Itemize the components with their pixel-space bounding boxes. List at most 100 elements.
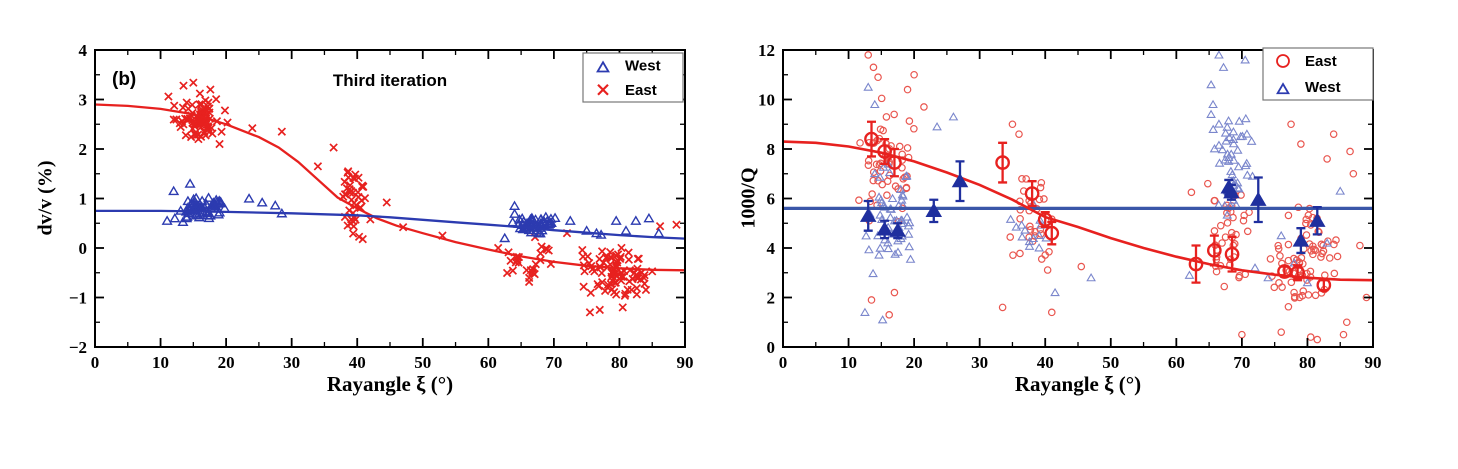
x-marker xyxy=(208,129,217,138)
circle-marker xyxy=(1287,278,1296,287)
x-tick-label: 30 xyxy=(283,353,300,372)
triangle-marker xyxy=(1214,119,1224,128)
circle-marker xyxy=(890,110,898,119)
triangle-marker xyxy=(1020,225,1030,234)
x-marker xyxy=(610,278,619,287)
circle-marker xyxy=(1276,54,1290,68)
triangle-marker xyxy=(1220,155,1231,164)
x-tick-label: 40 xyxy=(349,353,366,372)
triangle-marker xyxy=(925,202,943,217)
circle-marker xyxy=(1036,225,1045,234)
triangle-marker xyxy=(1240,113,1251,123)
tick-labels: 0 10 20 30 40 50 60 70 80 90 −2 −1 0 1 2 3 4 xyxy=(69,41,694,372)
circle-marker xyxy=(910,124,918,133)
circle-marker xyxy=(1330,269,1339,278)
fit-curve-east-fit xyxy=(94,103,686,272)
circle-marker xyxy=(1277,328,1286,336)
triangle-marker xyxy=(883,243,894,253)
circle-marker xyxy=(1290,288,1298,297)
x-marker xyxy=(632,283,642,293)
circle-marker xyxy=(1036,183,1045,192)
triangle-marker xyxy=(1242,129,1252,138)
triangle-marker xyxy=(903,221,914,230)
x-marker xyxy=(170,101,179,110)
triangle-marker xyxy=(864,244,874,254)
circle-marker xyxy=(1224,246,1240,262)
circle-marker xyxy=(1297,140,1305,148)
triangle-marker xyxy=(869,168,880,178)
panel-label: (b) xyxy=(112,69,137,90)
x-marker xyxy=(618,303,627,312)
x-marker xyxy=(617,272,626,282)
circle-marker xyxy=(1284,211,1293,220)
x-marker xyxy=(536,249,545,258)
triangle-marker xyxy=(859,207,877,222)
triangle-marker xyxy=(564,215,576,225)
triangle-marker xyxy=(1017,232,1027,241)
triangle-marker xyxy=(581,225,593,235)
triangle-marker xyxy=(168,185,180,196)
circle-marker xyxy=(1275,279,1283,287)
triangle-marker xyxy=(1184,270,1195,279)
circle-marker xyxy=(1243,227,1252,236)
triangle-marker xyxy=(509,208,521,218)
x-marker xyxy=(634,254,643,263)
triangle-marker xyxy=(875,210,886,219)
x-marker xyxy=(511,258,521,267)
x-marker xyxy=(632,290,642,299)
y-tick-label: 8 xyxy=(767,140,776,159)
x-marker xyxy=(586,288,595,298)
circle-marker xyxy=(1297,254,1306,262)
circle-marker xyxy=(864,51,873,59)
error-bar xyxy=(1191,244,1201,284)
triangle-marker xyxy=(896,195,907,204)
x-marker xyxy=(195,89,205,98)
circle-marker xyxy=(1299,287,1308,295)
x-marker xyxy=(197,99,206,109)
triangle-marker xyxy=(212,209,225,219)
triangle-marker xyxy=(904,241,915,251)
x-tick-label: 10 xyxy=(152,353,169,372)
y-tick-label: 10 xyxy=(758,91,775,110)
x-axis-label: Rayangle ξ (°) xyxy=(1014,372,1142,396)
circle-marker xyxy=(910,70,918,79)
circle-marker xyxy=(1324,237,1332,245)
triangle-marker xyxy=(1223,116,1234,125)
triangle-marker xyxy=(876,221,893,236)
circle-marker xyxy=(1330,240,1338,249)
x-tick-label: 70 xyxy=(545,353,562,372)
x-marker xyxy=(189,78,198,87)
x-marker xyxy=(182,98,191,107)
x-marker xyxy=(624,255,634,264)
x-marker xyxy=(607,253,616,262)
circle-marker xyxy=(1339,330,1348,339)
x-marker xyxy=(537,242,546,251)
circle-marker xyxy=(879,126,887,135)
x-marker xyxy=(194,117,203,126)
series-west xyxy=(860,50,1346,324)
x-marker xyxy=(597,83,609,96)
circle-marker xyxy=(1302,231,1311,239)
circle-marker xyxy=(1266,255,1275,263)
triangle-marker xyxy=(169,212,181,223)
circle-marker xyxy=(1216,221,1225,230)
circle-marker xyxy=(1276,252,1284,260)
triangle-marker xyxy=(876,197,887,207)
y-tick-label: 1 xyxy=(79,190,88,209)
circle-marker xyxy=(1274,244,1283,253)
x-marker xyxy=(623,285,632,294)
triangle-marker xyxy=(521,217,533,228)
triangle-marker xyxy=(1086,273,1096,282)
triangle-marker xyxy=(513,214,526,224)
circle-marker xyxy=(1304,291,1313,299)
circle-marker xyxy=(1077,262,1086,271)
triangle-marker xyxy=(1276,230,1287,240)
triangle-marker xyxy=(889,222,906,237)
error-bar xyxy=(1293,264,1303,282)
x-tick-label: 30 xyxy=(971,353,988,372)
legend-box xyxy=(1262,47,1374,101)
circle-marker xyxy=(1310,245,1318,254)
triangle-marker xyxy=(1206,109,1216,118)
legend-label: East xyxy=(1305,53,1337,70)
x-tick-label: 60 xyxy=(1168,353,1185,372)
